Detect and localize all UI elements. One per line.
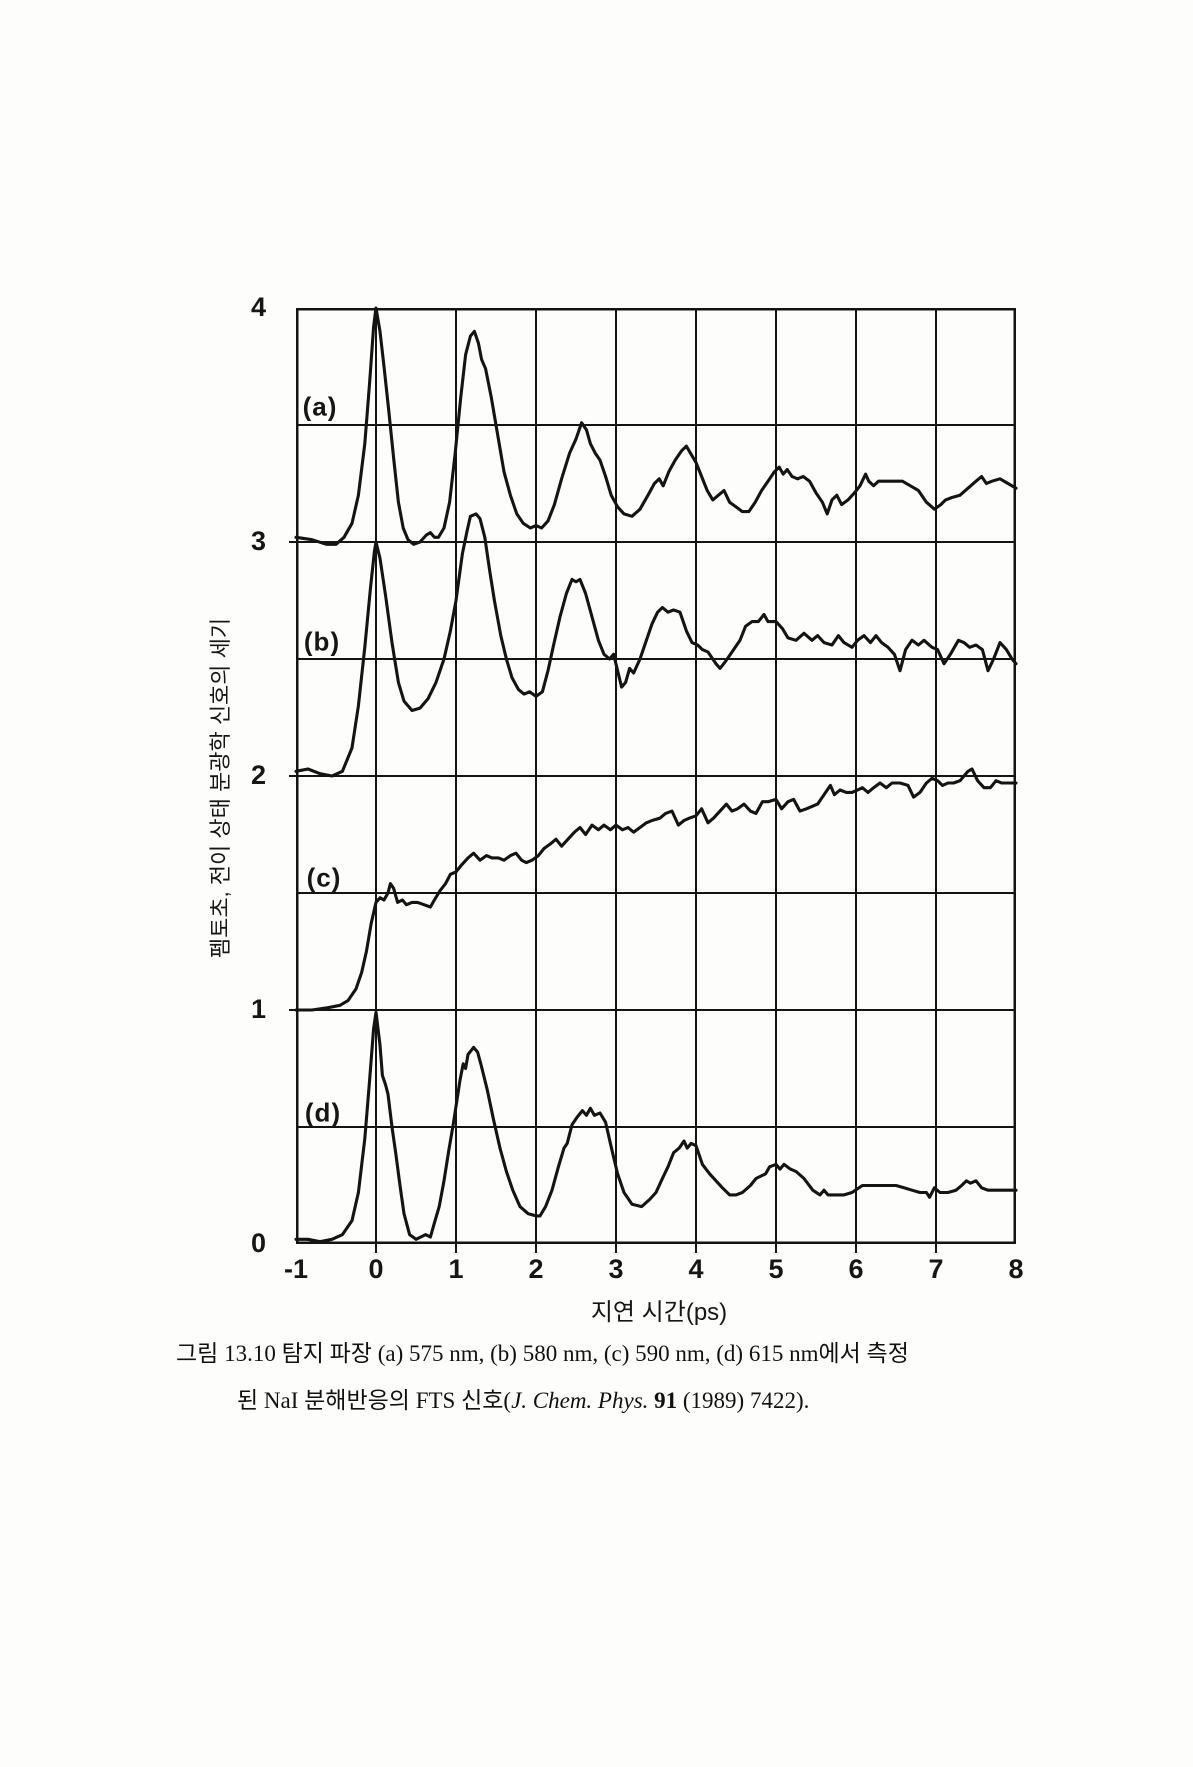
chart-canvas: [289, 306, 1018, 1253]
x-tick-label-1: 1: [448, 1254, 464, 1284]
figure-caption-line2: 된 NaI 분해반응의 FTS 신호(J. Chem. Phys. 91 (19…: [237, 1381, 809, 1415]
signal-curve-d: [294, 1010, 1018, 1244]
y-tick-label-3: 3: [250, 525, 266, 556]
journal-name: J. Chem. Phys.: [511, 1388, 649, 1413]
x-tick-label-7: 7: [928, 1254, 944, 1284]
x-tick-label-neg1: -1: [283, 1254, 309, 1284]
curve-label-d: (d): [304, 1097, 342, 1128]
caption-line2-suffix: (1989) 7422).: [677, 1388, 810, 1413]
x-tick-label-8: 8: [1008, 1254, 1024, 1284]
x-tick-label-5: 5: [768, 1254, 784, 1284]
curve-label-a: (a): [302, 391, 338, 422]
x-tick-label-2: 2: [528, 1254, 544, 1284]
x-tick-label-3: 3: [608, 1254, 624, 1284]
signal-curve-a: [294, 306, 1018, 546]
curve-label-b: (b): [303, 626, 341, 657]
x-tick-label-0: 0: [368, 1254, 384, 1284]
y-tick-label-4: 4: [250, 291, 266, 322]
y-axis-title: 펨토초, 전이 상태 분광학 신호의 세기: [208, 617, 233, 959]
y-tick-label-1: 1: [250, 993, 266, 1024]
signal-curve-b: [294, 512, 1018, 778]
x-tick-label-6: 6: [848, 1254, 864, 1284]
volume-number: 91: [654, 1388, 678, 1413]
caption-line2-prefix: 된 NaI 분해반응의 FTS 신호(: [237, 1388, 512, 1413]
y-tick-label-0: 0: [250, 1227, 266, 1258]
x-axis-title: 지연 시간(ps): [590, 1299, 728, 1326]
x-tick-label-4: 4: [688, 1254, 704, 1284]
signal-curve-c: [294, 767, 1018, 1012]
curve-label-c: (c): [306, 862, 342, 893]
y-tick-label-2: 2: [250, 759, 266, 790]
fts-signal-plot: [289, 306, 1018, 1253]
figure-caption-line1: 그림 13.10 탐지 파장 (a) 575 nm, (b) 580 nm, (…: [176, 1341, 909, 1366]
